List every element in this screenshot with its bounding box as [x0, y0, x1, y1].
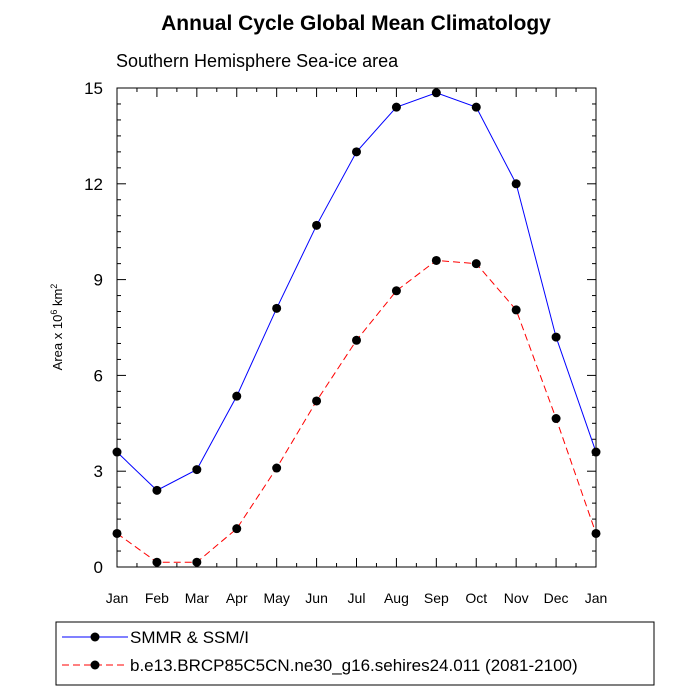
series-1-point [471, 102, 481, 112]
series-2-point [232, 524, 242, 534]
y-axis-label-unit: km [50, 289, 65, 310]
series-2-point [471, 259, 481, 269]
y-axis-label-exponent: 6 [49, 310, 59, 315]
x-tick-label: Feb [145, 590, 169, 606]
x-tick-label: Jan [106, 590, 129, 606]
series-line-2 [116, 259, 597, 563]
series-2-point [312, 396, 322, 406]
series-1-point [192, 465, 202, 475]
series-2-point [431, 255, 441, 265]
series-1-point [152, 485, 162, 495]
y-tick-label: 0 [94, 558, 103, 577]
x-tick-label: May [263, 590, 289, 606]
axis-ticks [116, 87, 597, 568]
x-tick-label: Jun [305, 590, 328, 606]
legend-label-2: b.e13.BRCP85C5CN.ne30_g16.sehires24.011 … [130, 656, 578, 675]
series-1-point [391, 102, 401, 112]
legend: SMMR & SSM/I b.e13.BRCP85C5CN.ne30_g16.se… [55, 621, 655, 686]
y-axis-label-unit-exponent: 2 [49, 284, 59, 289]
series-1-point [551, 332, 561, 342]
x-tick-label: Nov [504, 590, 529, 606]
y-axis-label-prefix: Area x 10 [50, 315, 65, 371]
legend-label-1: SMMR & SSM/I [130, 628, 249, 647]
x-tick-label: Jul [348, 590, 366, 606]
legend-marker-1 [90, 632, 100, 642]
series-2-point [391, 286, 401, 296]
x-tick-labels: Jan Feb Mar Apr May Jun Jul Aug Sep Oct Nov Dec Jan [106, 590, 608, 606]
x-tick-label: Jan [585, 590, 608, 606]
y-tick-label: 12 [84, 175, 103, 194]
series-1-point [431, 88, 441, 98]
series-2-point [352, 335, 361, 345]
x-tick-label: Apr [226, 590, 248, 606]
series-2-point [511, 305, 521, 315]
series-1-point [352, 147, 361, 157]
x-tick-label: Dec [544, 590, 569, 606]
legend-marker-2 [90, 660, 100, 670]
chart-subtitle: Southern Hemisphere Sea-ice area [116, 51, 399, 71]
series-2-point [551, 414, 561, 424]
y-tick-label: 3 [94, 462, 103, 481]
series-1-point [232, 391, 242, 401]
y-tick-label: 6 [94, 366, 103, 385]
series-1-point [511, 179, 521, 189]
y-tick-label: 9 [94, 271, 103, 290]
legend-items: SMMR & SSM/I b.e13.BRCP85C5CN.ne30_g16.se… [62, 628, 578, 675]
x-tick-label: Oct [465, 590, 487, 606]
chart-title: Annual Cycle Global Mean Climatology [161, 12, 551, 35]
plot-frame [116, 87, 597, 568]
series-1-point [312, 220, 322, 230]
series-1-point [272, 303, 282, 313]
series-2-point [192, 557, 202, 567]
series-2-point [272, 463, 282, 473]
y-tick-label: 15 [84, 79, 103, 98]
x-tick-label: Sep [424, 590, 449, 606]
x-tick-label: Aug [384, 590, 409, 606]
legend-box [55, 621, 655, 686]
series-layer [112, 88, 601, 567]
y-axis-label: Area x 106 km2 [49, 284, 65, 371]
series-2-point [152, 557, 162, 567]
x-tick-label: Mar [185, 590, 209, 606]
y-tick-labels: 0 3 6 9 12 15 [84, 79, 103, 577]
